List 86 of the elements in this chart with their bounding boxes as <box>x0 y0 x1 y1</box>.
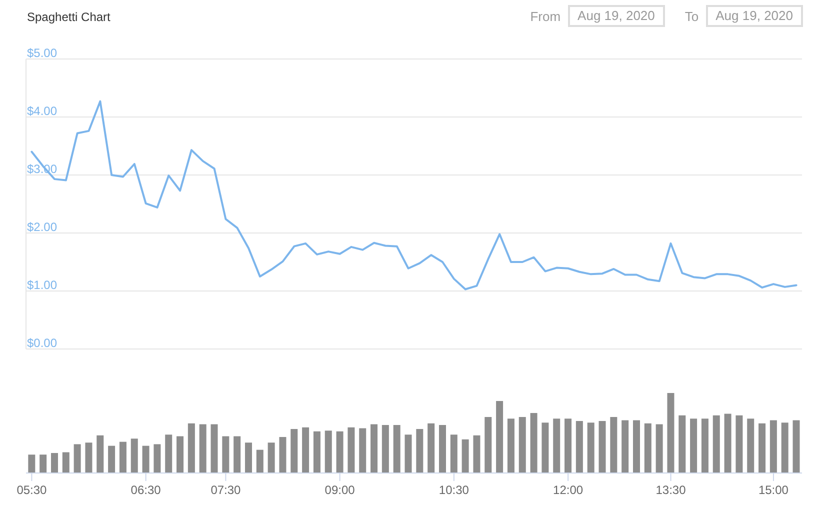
text: To <box>684 8 699 24</box>
bar <box>496 401 504 473</box>
x-tick-label: 06:30 <box>130 483 162 497</box>
bar <box>74 444 81 473</box>
date-field: Aug 19, 2020 <box>568 5 665 27</box>
chart-title: Spaghetti Chart <box>27 10 110 24</box>
bar <box>770 420 777 473</box>
bar <box>587 422 594 473</box>
bar <box>712 415 720 473</box>
x-tick-label: 13:30 <box>656 483 686 497</box>
bar <box>393 425 400 473</box>
x-tick-label: 15:00 <box>758 483 789 497</box>
bar <box>530 413 538 473</box>
bar <box>142 446 150 473</box>
bar <box>154 444 161 473</box>
bar <box>632 420 640 473</box>
bar <box>518 417 526 473</box>
bar <box>370 424 378 473</box>
bar <box>176 436 184 473</box>
bar <box>210 424 218 473</box>
bar <box>279 437 286 473</box>
bar <box>438 425 446 473</box>
bar <box>747 418 754 473</box>
bar <box>268 442 275 473</box>
y-tick-label: $0.00 <box>27 336 58 350</box>
bar <box>792 420 800 473</box>
bar <box>484 417 492 473</box>
bar <box>40 454 47 473</box>
bar <box>701 418 708 473</box>
bar <box>85 442 92 473</box>
bar <box>188 423 195 473</box>
y-tick-label: $4.00 <box>27 104 58 118</box>
bar <box>644 423 652 473</box>
bar <box>564 418 572 473</box>
text: From <box>530 8 561 24</box>
bar <box>234 436 241 473</box>
x-tick-label: 09:00 <box>324 483 356 497</box>
bar <box>667 393 674 473</box>
bar <box>108 446 116 473</box>
date-field: Aug 19, 2020 <box>706 5 803 27</box>
bar <box>62 452 70 473</box>
y-tick-label: $5.00 <box>27 46 58 60</box>
bar <box>244 442 252 473</box>
y-tick-label: $2.00 <box>27 220 58 234</box>
bar <box>290 429 298 473</box>
bar <box>724 414 732 473</box>
bar <box>781 422 788 473</box>
bar <box>428 423 435 473</box>
y-tick-label: $1.00 <box>27 278 58 292</box>
bar <box>50 453 58 473</box>
bar <box>462 439 469 473</box>
bar <box>416 429 424 473</box>
bar <box>736 415 743 473</box>
bar <box>690 418 698 473</box>
bar <box>119 442 126 473</box>
bar <box>302 427 310 473</box>
bar <box>622 420 629 473</box>
bar <box>382 425 389 473</box>
bar <box>450 434 458 473</box>
bar <box>96 435 104 473</box>
bar <box>598 421 606 473</box>
bar <box>507 418 514 473</box>
bar <box>256 450 264 473</box>
bar <box>610 417 618 473</box>
bar <box>336 431 344 473</box>
bar <box>199 424 206 473</box>
x-tick-label: 12:00 <box>553 483 584 497</box>
bar <box>313 431 320 473</box>
bar <box>130 438 138 473</box>
bar <box>348 427 355 473</box>
bar <box>542 422 549 473</box>
bar <box>553 418 560 473</box>
x-tick-label: 10:30 <box>438 483 470 497</box>
x-tick-label: 07:30 <box>210 483 242 497</box>
bar <box>222 436 230 473</box>
bar <box>758 423 766 473</box>
bar <box>165 434 172 473</box>
bar <box>404 434 412 473</box>
bar <box>359 428 366 473</box>
x-tick-label: 05:30 <box>16 483 48 497</box>
bar <box>28 454 36 473</box>
bar <box>473 435 480 473</box>
bar <box>324 430 332 473</box>
bar <box>656 424 663 473</box>
bar <box>678 415 686 473</box>
bar <box>576 421 583 473</box>
